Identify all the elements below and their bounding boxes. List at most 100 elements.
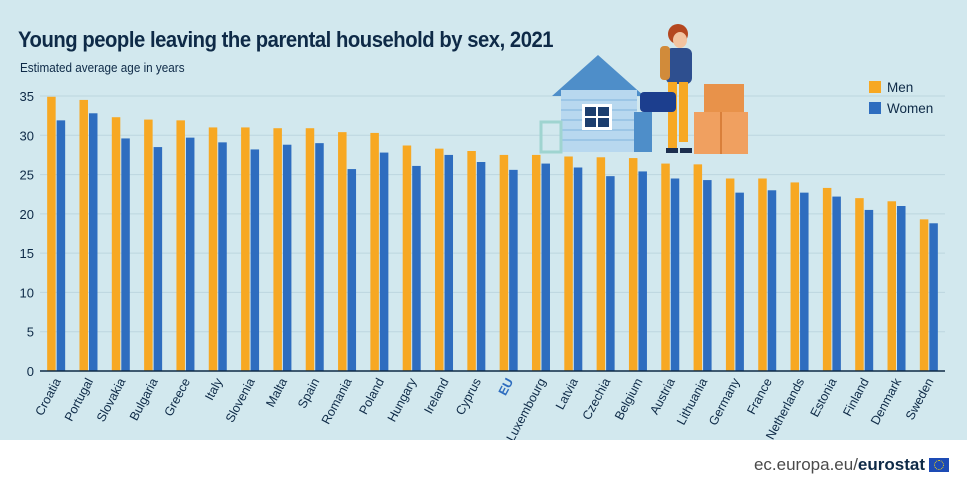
bar-men-portugal[interactable] [79,99,88,371]
bar-women-italy[interactable] [218,142,227,371]
bar-men-slovenia[interactable] [241,127,250,371]
bar-women-estonia[interactable] [832,196,841,371]
bar-men-hungary[interactable] [402,145,412,372]
bar-women-romania[interactable] [347,169,357,371]
y-axis: 0 5 10 15 20 25 30 35 [20,89,945,379]
x-tick-label: Ireland [421,376,451,416]
bar-men-cyprus[interactable] [467,151,476,371]
x-tick-label: Cyprus [453,376,484,418]
bar-men-romania[interactable] [338,132,347,371]
person-illustration [640,24,692,153]
bar-men-germany[interactable] [725,178,735,372]
bar-women-bulgaria[interactable] [153,147,163,371]
bar-men-denmark[interactable] [887,201,897,371]
legend-label-men: Men [887,80,913,95]
x-tick-label: Estonia [808,376,840,419]
x-tick-label: Hungary [385,375,420,424]
chart-subtitle: Estimated average age in years [20,60,185,75]
bar-men-croatia[interactable] [47,96,56,372]
footer: ec.europa.eu/eurostat [754,455,949,475]
y-tick-label: 35 [20,89,34,104]
bar-men-slovakia[interactable] [111,117,121,371]
house-illustration [539,55,652,154]
bar-men-eu[interactable] [499,154,509,371]
x-tick-label: Sweden [903,376,937,422]
eu-flag-icon [929,458,949,472]
bar-women-slovakia[interactable] [121,138,130,371]
x-tick-label: Germany [706,375,743,428]
bar-women-ireland[interactable] [444,154,454,371]
boxes-illustration [694,84,748,154]
bar-men-luxembourg[interactable] [531,154,541,371]
bar-women-slovenia[interactable] [250,149,260,371]
bar-women-belgium[interactable] [638,171,647,371]
legend-label-women: Women [887,101,933,116]
x-tick-label: Slovenia [223,376,258,425]
bars [47,96,938,372]
bar-men-italy[interactable] [208,127,218,371]
bar-men-latvia[interactable] [564,156,573,372]
chart-title: Young people leaving the parental househ… [18,27,554,52]
x-tick-label: Italy [202,375,225,402]
bar-women-eu[interactable] [509,169,518,371]
bar-women-luxembourg[interactable] [541,163,550,371]
bar-women-czechia[interactable] [606,176,615,371]
legend: Men Women [869,80,933,116]
bar-women-spain[interactable] [315,143,324,371]
bar-women-poland[interactable] [379,152,389,371]
bar-men-estonia[interactable] [822,187,832,371]
x-tick-label: Lithuania [674,376,710,427]
bar-men-ireland[interactable] [435,148,444,371]
y-tick-label: 10 [20,285,34,300]
x-tick-label: Bulgaria [127,376,161,423]
y-tick-label: 20 [20,207,34,222]
bar-women-malta[interactable] [282,144,292,371]
bar-men-greece[interactable] [176,120,185,371]
bar-men-poland[interactable] [370,132,379,371]
y-tick-label: 0 [27,364,34,379]
x-tick-label: Malta [263,376,290,410]
y-tick-label: 30 [20,128,34,143]
bar-women-denmark[interactable] [897,206,906,371]
x-tick-label: Greece [161,376,193,419]
gridlines [40,95,945,333]
bar-men-czechia[interactable] [596,157,606,371]
y-tick-label: 5 [27,325,34,340]
x-tick-label: Poland [356,376,387,417]
y-tick-label: 15 [20,246,34,261]
bar-women-finland[interactable] [864,209,874,371]
bar-women-france[interactable] [767,190,777,371]
bar-men-bulgaria[interactable] [144,119,153,371]
footer-brand[interactable]: eurostat [857,455,925,474]
bar-women-croatia[interactable] [56,120,66,371]
bar-men-spain[interactable] [305,128,315,371]
x-tick-label: Austria [647,376,678,417]
bar-women-netherlands[interactable] [800,192,809,371]
y-tick-label: 25 [20,168,34,183]
x-tick-label: Denmark [868,375,905,427]
bar-men-sweden[interactable] [919,219,929,371]
x-tick-label: Slovakia [94,376,129,424]
bar-women-austria[interactable] [670,178,680,372]
bar-women-hungary[interactable] [412,165,421,371]
bar-women-sweden[interactable] [929,223,938,371]
bar-men-lithuania[interactable] [693,164,703,371]
bar-women-portugal[interactable] [88,113,98,372]
bar-men-malta[interactable] [273,128,282,371]
x-tick-label: EU [496,376,517,398]
bar-men-austria[interactable] [661,163,670,371]
footer-domain[interactable]: ec.europa.eu/ [753,455,858,474]
bar-men-finland[interactable] [855,198,864,371]
bar-chart: 0 5 10 15 20 25 30 35 CroatiaPortugalSlovakiaBu… [20,24,945,440]
bar-men-netherlands[interactable] [790,182,800,371]
x-tick-label: Croatia [33,376,64,418]
bar-men-belgium[interactable] [628,158,638,371]
x-tick-label: Czechia [580,376,614,422]
bar-women-greece[interactable] [185,137,195,371]
bar-women-latvia[interactable] [573,167,583,372]
x-tick-label: France [744,376,775,417]
bar-women-cyprus[interactable] [476,162,486,371]
bar-men-france[interactable] [758,178,767,372]
bar-women-lithuania[interactable] [703,180,712,371]
bar-women-germany[interactable] [735,192,744,371]
